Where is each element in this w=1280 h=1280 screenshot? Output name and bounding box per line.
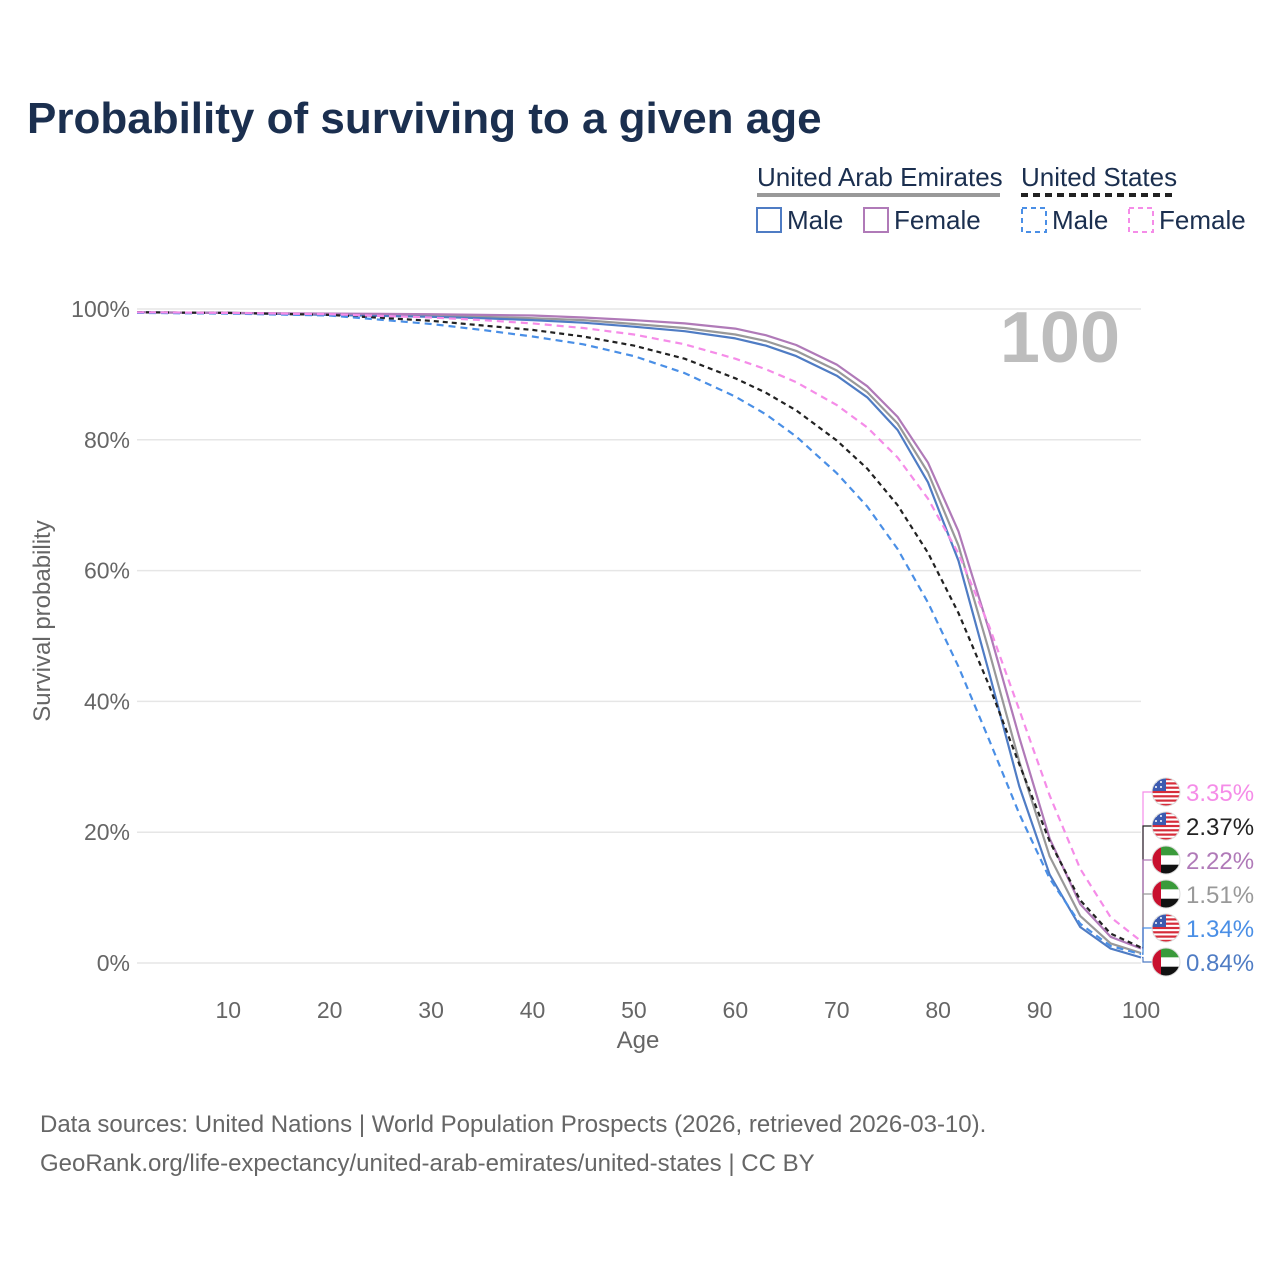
- end-value-label: 0.84%: [1186, 950, 1254, 977]
- y-axis-ticks: 0% 20% 40% 60% 80% 100%: [71, 296, 130, 976]
- series-line-united-states-male[interactable]: [136, 311, 1142, 956]
- legend-uae-male-label[interactable]: Male: [787, 205, 843, 235]
- legend-us-female-label[interactable]: Female: [1159, 205, 1246, 235]
- us-flag-icon: [1151, 913, 1181, 943]
- legend-uae-female-swatch[interactable]: [863, 207, 889, 233]
- legend-uae-female-label[interactable]: Female: [894, 205, 981, 235]
- y-tick-label: 20%: [84, 819, 130, 845]
- end-label-connector: [1142, 956, 1152, 963]
- legend-group-uae: United Arab Emirates: [757, 162, 1003, 192]
- x-tick-label: 40: [520, 997, 546, 1023]
- legend-group-us: United States: [1021, 162, 1177, 192]
- series-line-united-arab-emirates-female[interactable]: [136, 311, 1142, 950]
- end-value-label: 2.37%: [1186, 814, 1254, 841]
- gridlines: [137, 308, 1141, 964]
- x-axis-ticks: 10 20 30 40 50 60 70 80 90 100: [215, 997, 1160, 1023]
- y-axis-label: Survival probability: [29, 520, 56, 721]
- y-tick-label: 100%: [71, 296, 130, 322]
- x-tick-label: 60: [723, 997, 749, 1023]
- end-value-label: 1.34%: [1186, 916, 1254, 943]
- y-tick-label: 0%: [97, 950, 130, 976]
- x-tick-label: 90: [1027, 997, 1053, 1023]
- series-line-united-arab-emirates-both[interactable]: [136, 311, 1142, 955]
- x-tick-label: 30: [418, 997, 444, 1023]
- y-tick-label: 40%: [84, 688, 130, 714]
- y-tick-label: 80%: [84, 427, 130, 453]
- end-value-label: 2.22%: [1186, 848, 1254, 875]
- series-lines: [136, 311, 1142, 959]
- y-tick-label: 60%: [84, 558, 130, 584]
- uae-flag-icon: [1151, 845, 1181, 875]
- series-line-united-states-female[interactable]: [136, 311, 1142, 942]
- x-tick-label: 100: [1122, 997, 1160, 1023]
- end-labels: 3.35% 2.37% 2.22% 1.51% 1.34% 0.84%: [1142, 777, 1254, 977]
- us-flag-icon: [1151, 777, 1181, 807]
- end-value-label: 1.51%: [1186, 882, 1254, 909]
- x-axis-label: Age: [617, 1027, 660, 1054]
- legend-us-female-swatch[interactable]: [1128, 207, 1154, 233]
- legend-us-male-label[interactable]: Male: [1052, 205, 1108, 235]
- source-line-2[interactable]: GeoRank.org/life-expectancy/united-arab-…: [40, 1150, 815, 1177]
- series-line-united-states-both[interactable]: [136, 311, 1142, 949]
- end-label-connector: [1142, 927, 1152, 955]
- series-line-united-arab-emirates-male[interactable]: [136, 311, 1142, 959]
- uae-flag-icon: [1151, 947, 1181, 977]
- legend-us-male-swatch[interactable]: [1021, 207, 1047, 233]
- source-line-1: Data sources: United Nations | World Pop…: [40, 1111, 986, 1138]
- uae-flag-icon: [1151, 879, 1181, 909]
- year-label: 100: [1000, 298, 1120, 378]
- x-tick-label: 50: [621, 997, 647, 1023]
- x-tick-label: 20: [317, 997, 343, 1023]
- legend-uae-male-swatch[interactable]: [756, 207, 782, 233]
- x-tick-label: 80: [925, 997, 951, 1023]
- legend: United Arab Emirates United States Male …: [756, 162, 1246, 235]
- chart-title: Probability of surviving to a given age: [27, 94, 822, 143]
- x-tick-label: 70: [824, 997, 850, 1023]
- x-tick-label: 10: [215, 997, 241, 1023]
- end-value-label: 3.35%: [1186, 780, 1254, 807]
- us-flag-icon: [1151, 811, 1181, 841]
